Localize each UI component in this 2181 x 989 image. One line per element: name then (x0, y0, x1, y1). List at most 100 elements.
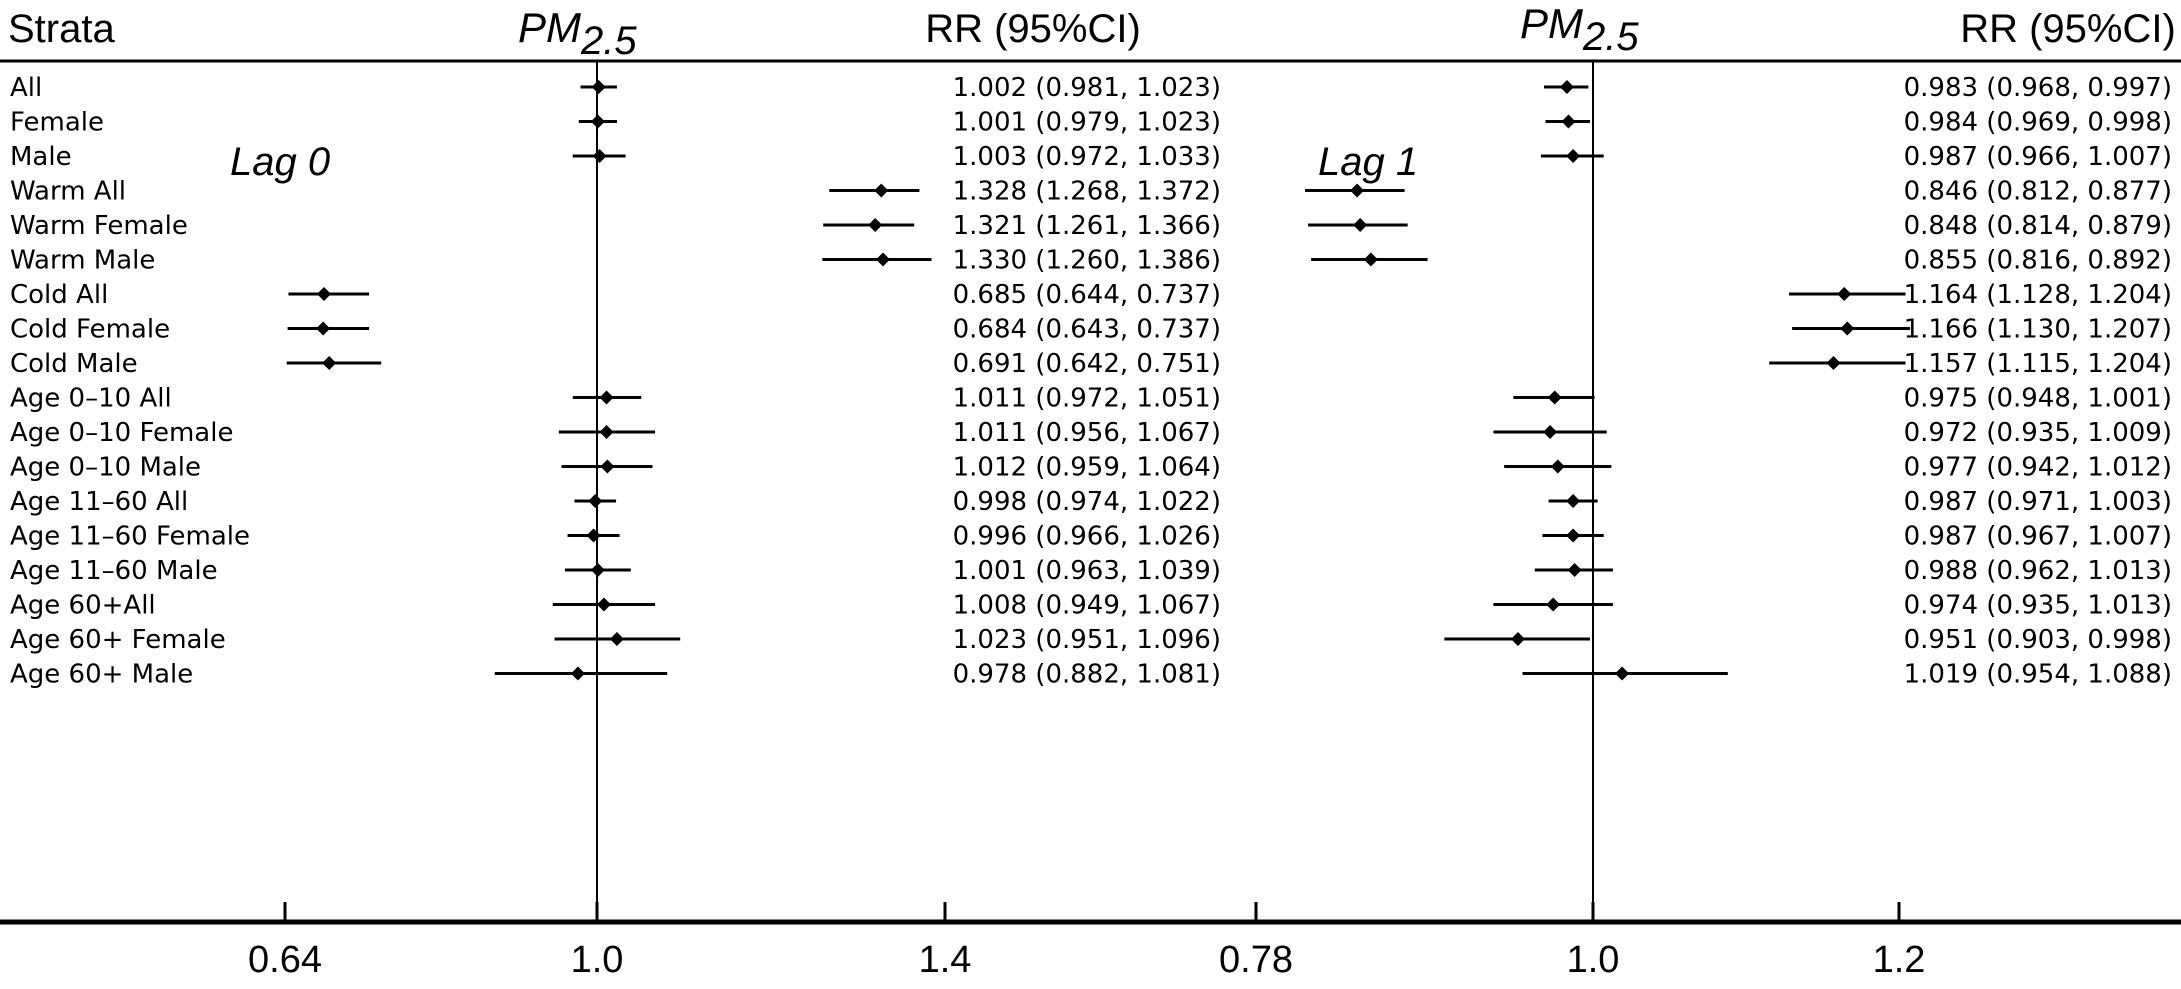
panel-label-lag0: Lag 0 (230, 140, 330, 184)
x-tick-label: 1.0 (571, 939, 624, 981)
strata-label: Age 11–60 Female (10, 522, 250, 552)
point-estimate-marker (570, 666, 585, 681)
strata-header: Strata (8, 7, 115, 51)
rr-ci-value: 1.011 (0.956, 1.067) (953, 418, 1221, 448)
rr-ci-value: 1.001 (0.979, 1.023) (953, 108, 1221, 138)
rr-ci-value: 0.998 (0.974, 1.022) (953, 487, 1221, 517)
rr-ci-value: 0.978 (0.882, 1.081) (953, 660, 1221, 690)
rr-ci-value: 0.987 (0.967, 1.007) (1904, 522, 2172, 552)
rr-ci-value: 1.001 (0.963, 1.039) (953, 556, 1221, 586)
point-estimate-marker (1840, 321, 1855, 336)
rr-ci-value: 1.166 (1.130, 1.207) (1904, 315, 2172, 345)
pm25-header-lag0-sub: 2.5 (580, 19, 637, 63)
rr-ci-value: 0.987 (0.971, 1.003) (1904, 487, 2172, 517)
point-estimate-marker (1567, 563, 1582, 577)
x-tick-label: 1.2 (1873, 939, 1926, 981)
point-estimate-marker (1550, 459, 1565, 474)
rr-ci-value: 0.975 (0.948, 1.001) (1904, 384, 2172, 414)
forest-panels: 1.002 (0.981, 1.023) 1.001 (0.979, 1.023)… (248, 61, 2172, 981)
strata-label: Age 0–10 Male (10, 453, 201, 483)
forest-panel-1: 0.983 (0.968, 0.997) 0.984 (0.969, 0.998)… (1219, 61, 2172, 981)
strata-label: Age 0–10 All (10, 384, 172, 414)
rr-ci-value: 1.008 (0.949, 1.067) (953, 591, 1221, 621)
point-estimate-marker (322, 356, 337, 370)
point-estimate-marker (591, 80, 606, 94)
strata-labels: All Female Male Warm All Warm Female Warm Mal… (10, 73, 250, 690)
rr-ci-value: 1.321 (1.261, 1.366) (953, 211, 1221, 241)
strata-label: Age 11–60 All (10, 487, 188, 517)
pm25-header-lag0-base: PM (518, 4, 581, 51)
rr-ci-value: 0.848 (0.814, 0.879) (1904, 211, 2172, 241)
rr-ci-value: 0.972 (0.935, 1.009) (1904, 418, 2172, 448)
rr-ci-value: 0.988 (0.962, 1.013) (1904, 556, 2172, 586)
point-estimate-marker (586, 528, 601, 543)
point-estimate-marker (588, 494, 603, 508)
panel-label-lag1: Lag 1 (1318, 140, 1418, 184)
point-estimate-marker (599, 390, 614, 405)
point-estimate-marker (1546, 597, 1561, 612)
point-estimate-marker (1566, 528, 1581, 543)
x-tick-label: 1.0 (1567, 939, 1620, 981)
point-estimate-marker (1353, 218, 1368, 232)
point-estimate-marker (596, 597, 611, 612)
rr-header-lag0: RR (95%CI) (925, 7, 1141, 51)
rr-ci-value: 1.023 (0.951, 1.096) (953, 625, 1221, 655)
point-estimate-marker (1837, 287, 1852, 301)
point-estimate-marker (590, 563, 605, 577)
point-estimate-marker (590, 114, 605, 129)
rr-ci-value: 1.012 (0.959, 1.064) (953, 453, 1221, 483)
strata-label: Female (10, 108, 104, 138)
rr-ci-value: 0.691 (0.642, 0.751) (953, 349, 1221, 379)
rr-ci-value: 0.974 (0.935, 1.013) (1904, 591, 2172, 621)
point-estimate-marker (317, 287, 331, 301)
point-estimate-marker (868, 218, 883, 232)
x-tick-label: 0.78 (1219, 939, 1293, 981)
point-estimate-marker (1510, 632, 1525, 646)
strata-label: Age 11–60 Male (10, 556, 218, 586)
strata-label: Cold Male (10, 349, 138, 379)
rr-ci-value: 0.983 (0.968, 0.997) (1904, 73, 2172, 103)
forest-panel-0: 1.002 (0.981, 1.023) 1.001 (0.979, 1.023)… (248, 61, 1221, 981)
rr-ci-value: 1.164 (1.128, 1.204) (1904, 280, 2172, 310)
strata-label: Warm Male (10, 246, 155, 276)
x-tick-label: 0.64 (248, 939, 322, 981)
strata-label: Age 0–10 Female (10, 418, 233, 448)
point-estimate-marker (592, 149, 607, 163)
strata-label: Cold Female (10, 315, 170, 345)
point-estimate-marker (876, 252, 890, 267)
rr-ci-value: 0.846 (0.812, 0.877) (1904, 177, 2172, 207)
point-estimate-marker (600, 459, 615, 474)
rr-ci-value: 0.951 (0.903, 0.998) (1904, 625, 2172, 655)
pm25-header-lag1-sub: 2.5 (1582, 15, 1639, 59)
rr-header-lag1: RR (95%CI) (1960, 7, 2176, 51)
rr-ci-value: 0.984 (0.969, 0.998) (1904, 108, 2172, 138)
point-estimate-marker (609, 632, 624, 646)
point-estimate-marker (1363, 252, 1378, 267)
point-estimate-marker (1566, 494, 1581, 508)
rr-ci-value: 0.855 (0.816, 0.892) (1904, 246, 2172, 276)
strata-label: Age 60+ Female (10, 625, 226, 655)
rr-ci-value: 1.330 (1.260, 1.386) (953, 246, 1221, 276)
rr-ci-value: 0.996 (0.966, 1.026) (953, 522, 1221, 552)
point-estimate-marker (1547, 390, 1562, 405)
point-estimate-marker (1566, 149, 1581, 163)
rr-ci-value: 1.019 (0.954, 1.088) (1904, 660, 2172, 690)
rr-ci-value: 1.002 (0.981, 1.023) (953, 73, 1221, 103)
rr-ci-value: 0.987 (0.966, 1.007) (1904, 142, 2172, 172)
pm25-header-lag1-base: PM (1520, 0, 1583, 47)
point-estimate-marker (1826, 356, 1841, 370)
strata-label: Age 60+ Male (10, 660, 193, 690)
point-estimate-marker (1350, 183, 1365, 198)
point-estimate-marker (874, 183, 889, 198)
strata-label: Cold All (10, 280, 108, 310)
rr-ci-value: 1.328 (1.268, 1.372) (953, 177, 1221, 207)
point-estimate-marker (1615, 666, 1630, 681)
strata-label: All (10, 73, 42, 103)
strata-label: Warm All (10, 177, 126, 207)
point-estimate-marker (316, 321, 331, 336)
rr-ci-value: 0.685 (0.644, 0.737) (953, 280, 1221, 310)
rr-ci-value: 0.977 (0.942, 1.012) (1904, 453, 2172, 483)
rr-ci-value: 1.003 (0.972, 1.033) (953, 142, 1221, 172)
